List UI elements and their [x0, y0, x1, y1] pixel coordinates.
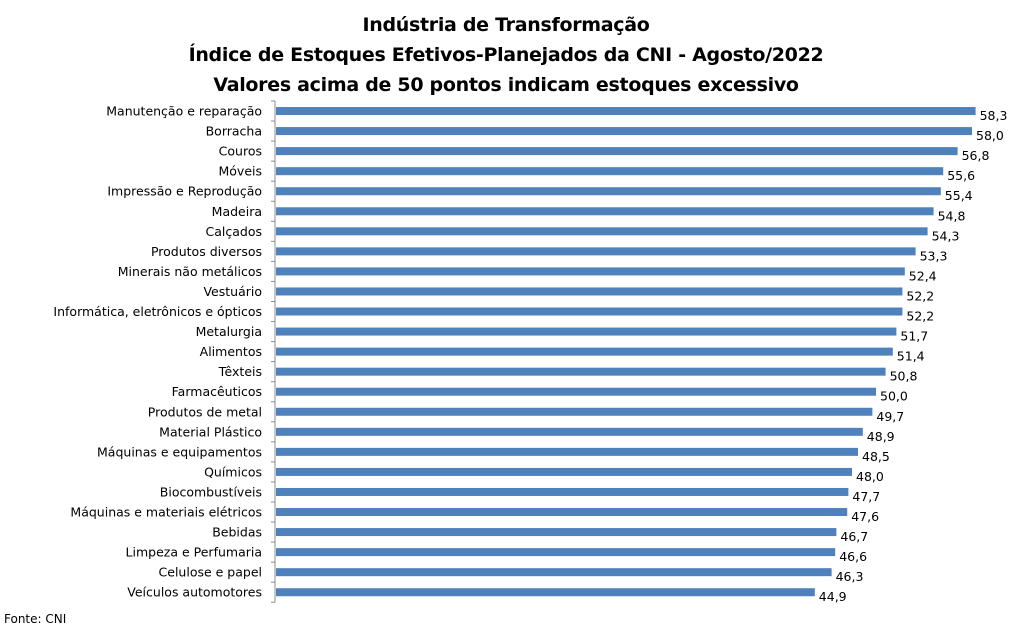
data-label: 58,0 [976, 128, 1004, 143]
source-note: Fonte: CNI [4, 612, 67, 626]
data-label: 54,8 [938, 208, 966, 223]
category-label: Químicos [204, 464, 262, 479]
category-label: Produtos de metal [148, 404, 262, 419]
category-label: Biocombustíveis [160, 484, 262, 499]
data-label: 46,6 [839, 549, 867, 564]
category-label: Minerais não metálicos [118, 264, 262, 279]
data-label: 48,5 [862, 449, 890, 464]
bar [276, 487, 849, 496]
category-label: Alimentos [200, 344, 262, 359]
data-label: 50,8 [890, 369, 918, 384]
data-label: 56,8 [962, 148, 990, 163]
data-label: 47,6 [851, 509, 879, 524]
data-label: 51,7 [900, 329, 928, 344]
chart-title-line-2: Índice de Estoques Efetivos-Planejados d… [188, 44, 824, 66]
category-label: Couros [219, 144, 262, 159]
data-label: 44,9 [819, 589, 847, 604]
bar [276, 387, 876, 396]
bar [276, 528, 837, 537]
category-label: Metalurgia [196, 324, 262, 339]
bar [276, 127, 972, 136]
data-label: 46,7 [840, 529, 868, 544]
bar [276, 508, 848, 517]
category-label: Máquinas e materiais elétricos [70, 505, 262, 520]
bar [276, 267, 905, 276]
category-label: Calçados [206, 224, 263, 239]
bar [276, 207, 934, 216]
bar [276, 327, 897, 336]
category-label: Veículos automotores [127, 585, 262, 600]
bar [276, 167, 944, 176]
bar [276, 367, 886, 376]
category-label: Bebidas [212, 525, 262, 540]
category-label: Manutenção e reparação [106, 104, 262, 119]
data-label: 48,0 [856, 469, 884, 484]
bar [276, 407, 873, 416]
bar [276, 467, 852, 476]
category-label: Borracha [206, 124, 262, 139]
chart-title-line-3: Valores acima de 50 pontos indicam estoq… [213, 74, 799, 96]
category-label: Móveis [218, 164, 262, 179]
data-label: 51,4 [897, 349, 925, 364]
data-label: 53,3 [920, 248, 948, 263]
category-label: Máquinas e equipamentos [97, 444, 262, 459]
category-label: Farmacêuticos [172, 384, 262, 399]
category-label: Limpeza e Perfumaria [126, 545, 262, 560]
bar [276, 307, 903, 316]
bar [276, 347, 893, 356]
category-label: Material Plástico [159, 424, 262, 439]
data-label: 48,9 [867, 429, 895, 444]
bar [276, 568, 832, 577]
bar [276, 287, 903, 296]
category-label: Vestuário [203, 284, 262, 299]
data-label: 55,6 [947, 168, 975, 183]
chart-title-line-1: Indústria de Transformação [362, 14, 650, 36]
category-label: Celulose e papel [159, 565, 262, 580]
data-label: 52,4 [909, 268, 937, 283]
data-label: 55,4 [945, 188, 973, 203]
data-label: 47,7 [852, 489, 880, 504]
data-label: 54,3 [932, 228, 960, 243]
category-label: Têxteis [218, 364, 262, 379]
data-label: 46,3 [836, 569, 864, 584]
bar [276, 187, 941, 196]
category-label: Produtos diversos [151, 244, 262, 259]
bar [276, 247, 916, 256]
bar [276, 588, 815, 597]
data-label: 58,3 [980, 108, 1008, 123]
bar [276, 548, 836, 557]
bar [276, 147, 958, 156]
category-label: Informática, eletrônicos e ópticos [53, 304, 262, 319]
bar [276, 227, 928, 236]
chart-title: Indústria de Transformação Índice de Est… [0, 10, 1012, 100]
bar [276, 447, 858, 456]
category-label: Madeira [212, 204, 262, 219]
bar [276, 107, 976, 116]
data-label: 50,0 [880, 389, 908, 404]
bar [276, 427, 863, 436]
data-label: 52,2 [906, 309, 934, 324]
data-label: 52,2 [906, 288, 934, 303]
category-label: Impressão e Reprodução [107, 184, 262, 199]
data-label: 49,7 [876, 409, 904, 424]
